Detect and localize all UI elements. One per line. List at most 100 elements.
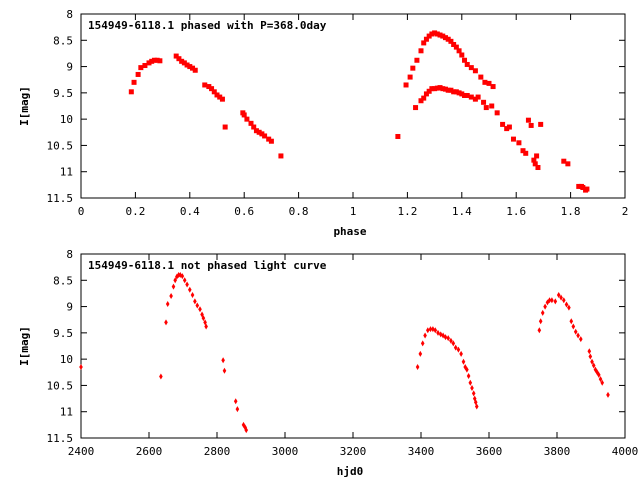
data-point bbox=[431, 326, 435, 333]
data-point bbox=[459, 91, 465, 97]
y-tick-label: 8 bbox=[66, 248, 73, 261]
x-tick-label: 1.4 bbox=[452, 205, 472, 218]
data-point bbox=[500, 121, 506, 127]
x-tick-label: 1.6 bbox=[506, 205, 526, 218]
data-point bbox=[440, 33, 446, 39]
data-point bbox=[437, 85, 443, 91]
y-tick-label: 9.5 bbox=[53, 87, 73, 100]
data-point bbox=[556, 292, 561, 299]
y-tick-labels: 8 8.5 9 9.5 10 10.5 11 11.5 bbox=[47, 8, 74, 205]
data-point bbox=[206, 84, 212, 90]
data-point bbox=[543, 303, 547, 310]
data-point bbox=[164, 319, 168, 326]
data-point bbox=[188, 286, 192, 293]
data-point bbox=[214, 92, 220, 98]
data-point bbox=[595, 369, 599, 376]
data-point bbox=[198, 306, 202, 313]
data-point bbox=[445, 87, 451, 93]
data-point bbox=[538, 121, 544, 127]
data-point bbox=[473, 399, 478, 406]
data-point bbox=[523, 150, 529, 156]
data-point bbox=[131, 79, 137, 85]
data-point bbox=[591, 362, 596, 369]
data-point bbox=[251, 124, 257, 130]
data-point bbox=[562, 297, 566, 304]
data-point bbox=[576, 183, 582, 189]
chart-title: 154949-6118.1 phased with P=368.0day bbox=[88, 19, 327, 32]
data-point bbox=[531, 157, 537, 163]
data-point bbox=[181, 60, 187, 66]
data-point bbox=[453, 344, 458, 351]
data-point bbox=[506, 124, 512, 130]
data-point bbox=[550, 297, 554, 304]
data-point bbox=[426, 327, 430, 334]
data-point bbox=[537, 327, 542, 334]
data-point bbox=[395, 133, 401, 139]
data-point bbox=[415, 364, 420, 371]
axis-ticks bbox=[80, 253, 626, 439]
data-point bbox=[244, 116, 250, 122]
data-point bbox=[468, 379, 473, 386]
data-point bbox=[182, 277, 187, 284]
data-point bbox=[475, 94, 481, 100]
data-point bbox=[584, 186, 590, 192]
x-tick-label: 2 bbox=[622, 205, 629, 218]
data-point bbox=[442, 35, 448, 41]
data-point bbox=[490, 84, 496, 90]
y-tick-label: 9 bbox=[66, 301, 73, 314]
data-point bbox=[442, 86, 448, 92]
phased-light-curve-panel: 0 0.2 0.4 0.6 0.8 1 1.2 1.4 1.6 1.8 2 8 8.5 9 9.5 10 10… bbox=[18, 8, 628, 238]
data-point bbox=[259, 131, 265, 137]
data-point bbox=[451, 89, 457, 95]
data-point bbox=[202, 82, 208, 88]
data-point bbox=[149, 58, 155, 64]
data-point bbox=[437, 32, 443, 38]
data-point bbox=[461, 358, 466, 365]
data-point bbox=[179, 58, 185, 64]
y-tick-label: 11.5 bbox=[47, 432, 74, 445]
data-point bbox=[456, 48, 462, 54]
data-point bbox=[504, 126, 510, 132]
data-point bbox=[268, 138, 274, 144]
data-point bbox=[588, 353, 593, 360]
data-point bbox=[532, 161, 538, 167]
data-point bbox=[165, 300, 170, 307]
data-point bbox=[553, 298, 558, 305]
data-point bbox=[449, 337, 453, 344]
axis-ticks bbox=[80, 13, 626, 199]
data-point bbox=[433, 327, 438, 334]
data-point bbox=[600, 379, 605, 386]
data-point bbox=[253, 128, 259, 134]
data-point bbox=[173, 53, 179, 59]
data-point bbox=[187, 64, 193, 70]
data-point bbox=[420, 340, 425, 347]
data-point bbox=[451, 41, 457, 47]
data-point bbox=[456, 346, 461, 353]
data-point bbox=[421, 95, 427, 101]
x-tick-label: 1.2 bbox=[397, 205, 417, 218]
data-point bbox=[446, 335, 450, 342]
data-point bbox=[176, 56, 182, 62]
data-point bbox=[256, 129, 262, 135]
data-point bbox=[559, 294, 563, 301]
data-point bbox=[564, 301, 569, 308]
data-point bbox=[547, 297, 552, 304]
data-point bbox=[241, 421, 246, 428]
data-point bbox=[278, 153, 284, 159]
data-point bbox=[418, 48, 424, 54]
y-tick-labels: 8 8.5 9 9.5 10 10.5 11 11.5 bbox=[47, 248, 74, 445]
plot-frame bbox=[80, 253, 626, 439]
data-point bbox=[464, 61, 470, 67]
data-point bbox=[184, 62, 190, 68]
data-point bbox=[436, 329, 440, 336]
y-tick-label: 10 bbox=[60, 113, 73, 126]
data-point bbox=[221, 357, 225, 364]
x-tick-label: 3400 bbox=[408, 445, 435, 458]
data-point bbox=[418, 350, 423, 357]
data-point bbox=[248, 120, 254, 126]
data-point bbox=[464, 92, 470, 98]
chart-title: 154949-6118.1 not phased light curve bbox=[88, 259, 327, 272]
x-tick-label: 4000 bbox=[612, 445, 639, 458]
x-tick-label: 0.6 bbox=[234, 205, 254, 218]
